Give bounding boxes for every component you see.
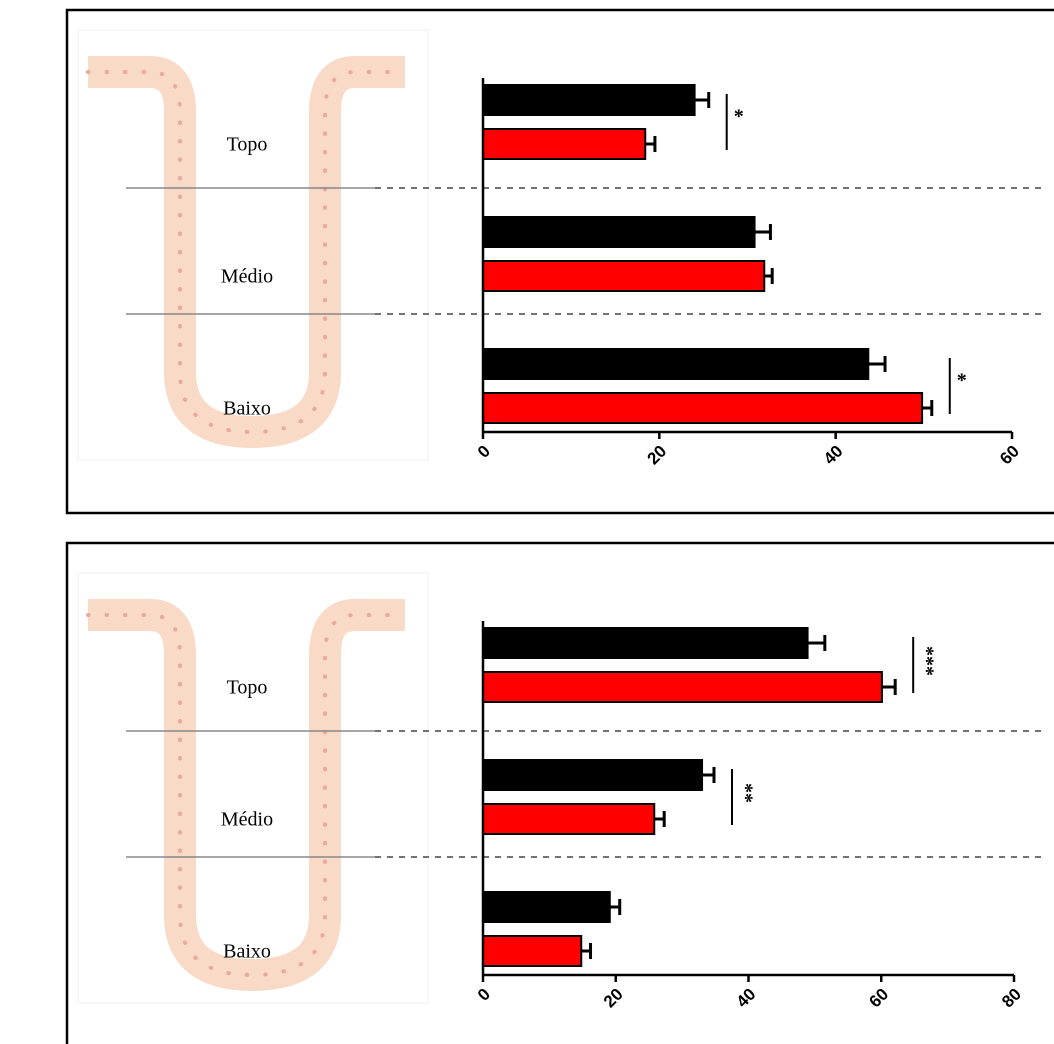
illustration-frame <box>78 30 428 460</box>
bar <box>483 892 610 922</box>
error-bar <box>610 899 620 915</box>
crypt-tube <box>88 72 405 432</box>
crypt-tube <box>88 615 405 975</box>
category-label: Topo <box>227 134 268 156</box>
x-tick-label: 60 <box>996 442 1023 469</box>
category-label: Médio <box>221 266 273 288</box>
bar <box>483 261 764 291</box>
significance-label: *** <box>916 646 938 676</box>
crypt-cells <box>88 72 405 432</box>
category-label: Médio <box>221 809 273 831</box>
error-bar <box>654 811 664 827</box>
x-tick-label: 60 <box>865 985 892 1012</box>
category-label: Topo <box>227 677 268 699</box>
panel: BTopoMédioBaixo020406080***** <box>0 561 1045 1011</box>
panel: ATopoMédioBaixo0204060** <box>0 18 1045 468</box>
bar <box>483 129 645 159</box>
category-label: Baixo <box>223 398 271 420</box>
bar <box>483 628 808 658</box>
error-bar <box>645 136 655 152</box>
significance-label: * <box>734 106 744 128</box>
x-tick-label: 20 <box>644 442 671 469</box>
error-bar <box>695 92 709 108</box>
error-bar <box>755 224 771 240</box>
error-bar <box>702 767 714 783</box>
bar <box>483 393 922 423</box>
bar <box>483 760 702 790</box>
x-tick-label: 80 <box>998 985 1025 1012</box>
crypt-cells <box>88 615 405 975</box>
error-bar <box>868 356 885 372</box>
significance-label: ** <box>734 783 756 803</box>
category-label: Baixo <box>223 941 271 963</box>
x-tick-label: 0 <box>474 442 494 462</box>
error-bar <box>808 635 825 651</box>
error-bar <box>882 679 895 695</box>
x-tick-label: 40 <box>820 442 847 469</box>
bar <box>483 349 868 379</box>
x-tick-label: 40 <box>733 985 760 1012</box>
bar <box>483 217 755 247</box>
error-bar <box>764 268 772 284</box>
illustration-frame <box>78 573 428 1003</box>
x-tick-label: 20 <box>600 985 627 1012</box>
bar <box>483 672 882 702</box>
figure: ATopoMédioBaixo0204060**BTopoMédioBaixo0… <box>0 0 1054 1044</box>
bar <box>483 804 654 834</box>
bar <box>483 936 581 966</box>
error-bar <box>581 943 590 959</box>
error-bar <box>922 400 932 416</box>
significance-label: * <box>957 370 967 392</box>
x-tick-label: 0 <box>474 985 494 1005</box>
bar <box>483 85 695 115</box>
